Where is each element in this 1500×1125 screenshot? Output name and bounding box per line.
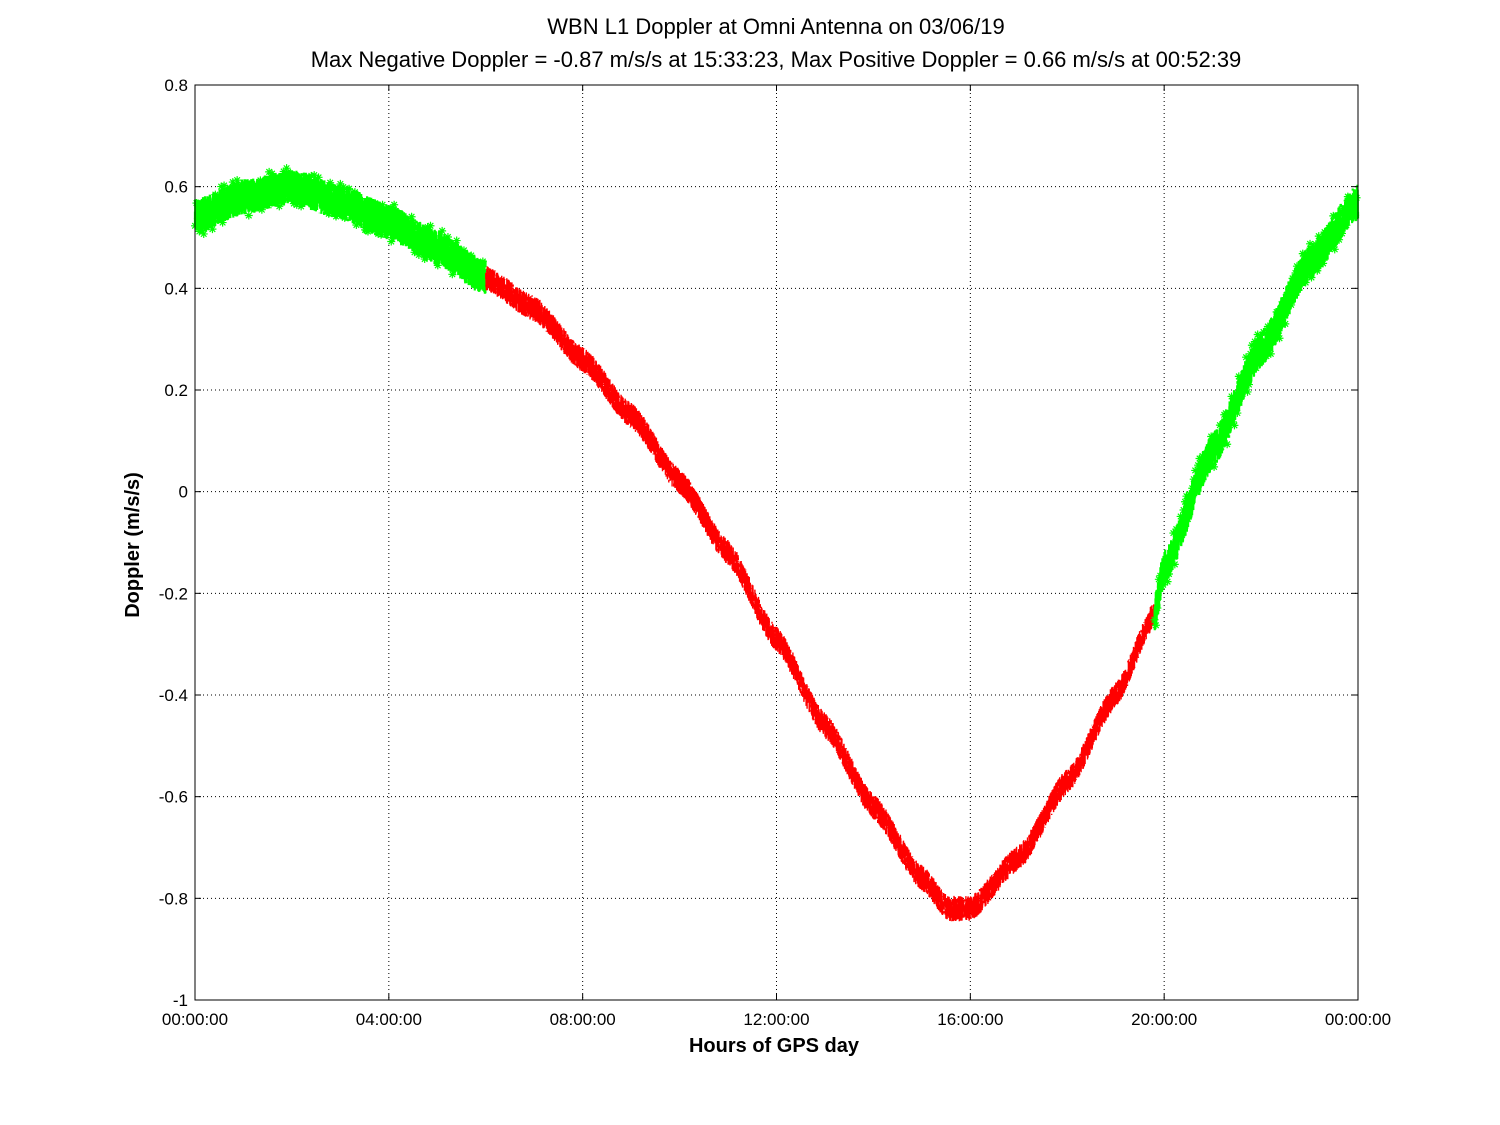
x-tick-label: 00:00:00 xyxy=(162,1010,228,1029)
series-0 xyxy=(191,164,489,294)
y-axis-label: Doppler (m/s/s) xyxy=(122,472,144,618)
series-1-band xyxy=(485,266,1155,922)
chart-title: WBN L1 Doppler at Omni Antenna on 03/06/… xyxy=(547,14,1004,39)
series-2 xyxy=(1150,184,1361,631)
plot-area: 00:00:00 04:00:00 08:00:00 12:00:00 16:00:00… xyxy=(159,76,1391,1029)
y-tick-label: 0.4 xyxy=(164,279,188,298)
y-tick-label: -0.6 xyxy=(159,788,188,807)
x-tick-label: 20:00:00 xyxy=(1131,1010,1197,1029)
chart-subtitle: Max Negative Doppler = -0.87 m/s/s at 15… xyxy=(311,47,1242,72)
x-tick-label: 16:00:00 xyxy=(937,1010,1003,1029)
y-tick-label: -0.4 xyxy=(159,686,188,705)
y-tick-label: 0.8 xyxy=(164,76,188,95)
series-1 xyxy=(485,266,1155,922)
y-tick-label: -0.2 xyxy=(159,584,188,603)
x-tick-label: 12:00:00 xyxy=(743,1010,809,1029)
y-tick-label: 0.6 xyxy=(164,178,188,197)
ticks-layer: 00:00:00 04:00:00 08:00:00 12:00:00 16:00:00… xyxy=(159,76,1391,1029)
y-tick-label: 0 xyxy=(179,483,188,502)
series-2-markers xyxy=(1150,192,1361,630)
y-tick-label: -0.8 xyxy=(159,889,188,908)
y-tick-label: -1 xyxy=(173,991,188,1010)
y-tick-label: 0.2 xyxy=(164,381,188,400)
x-tick-label: 00:00:00 xyxy=(1325,1010,1391,1029)
series-layer xyxy=(191,164,1361,922)
x-axis-label: Hours of GPS day xyxy=(689,1035,860,1057)
x-tick-label: 08:00:00 xyxy=(550,1010,616,1029)
x-tick-label: 04:00:00 xyxy=(356,1010,422,1029)
